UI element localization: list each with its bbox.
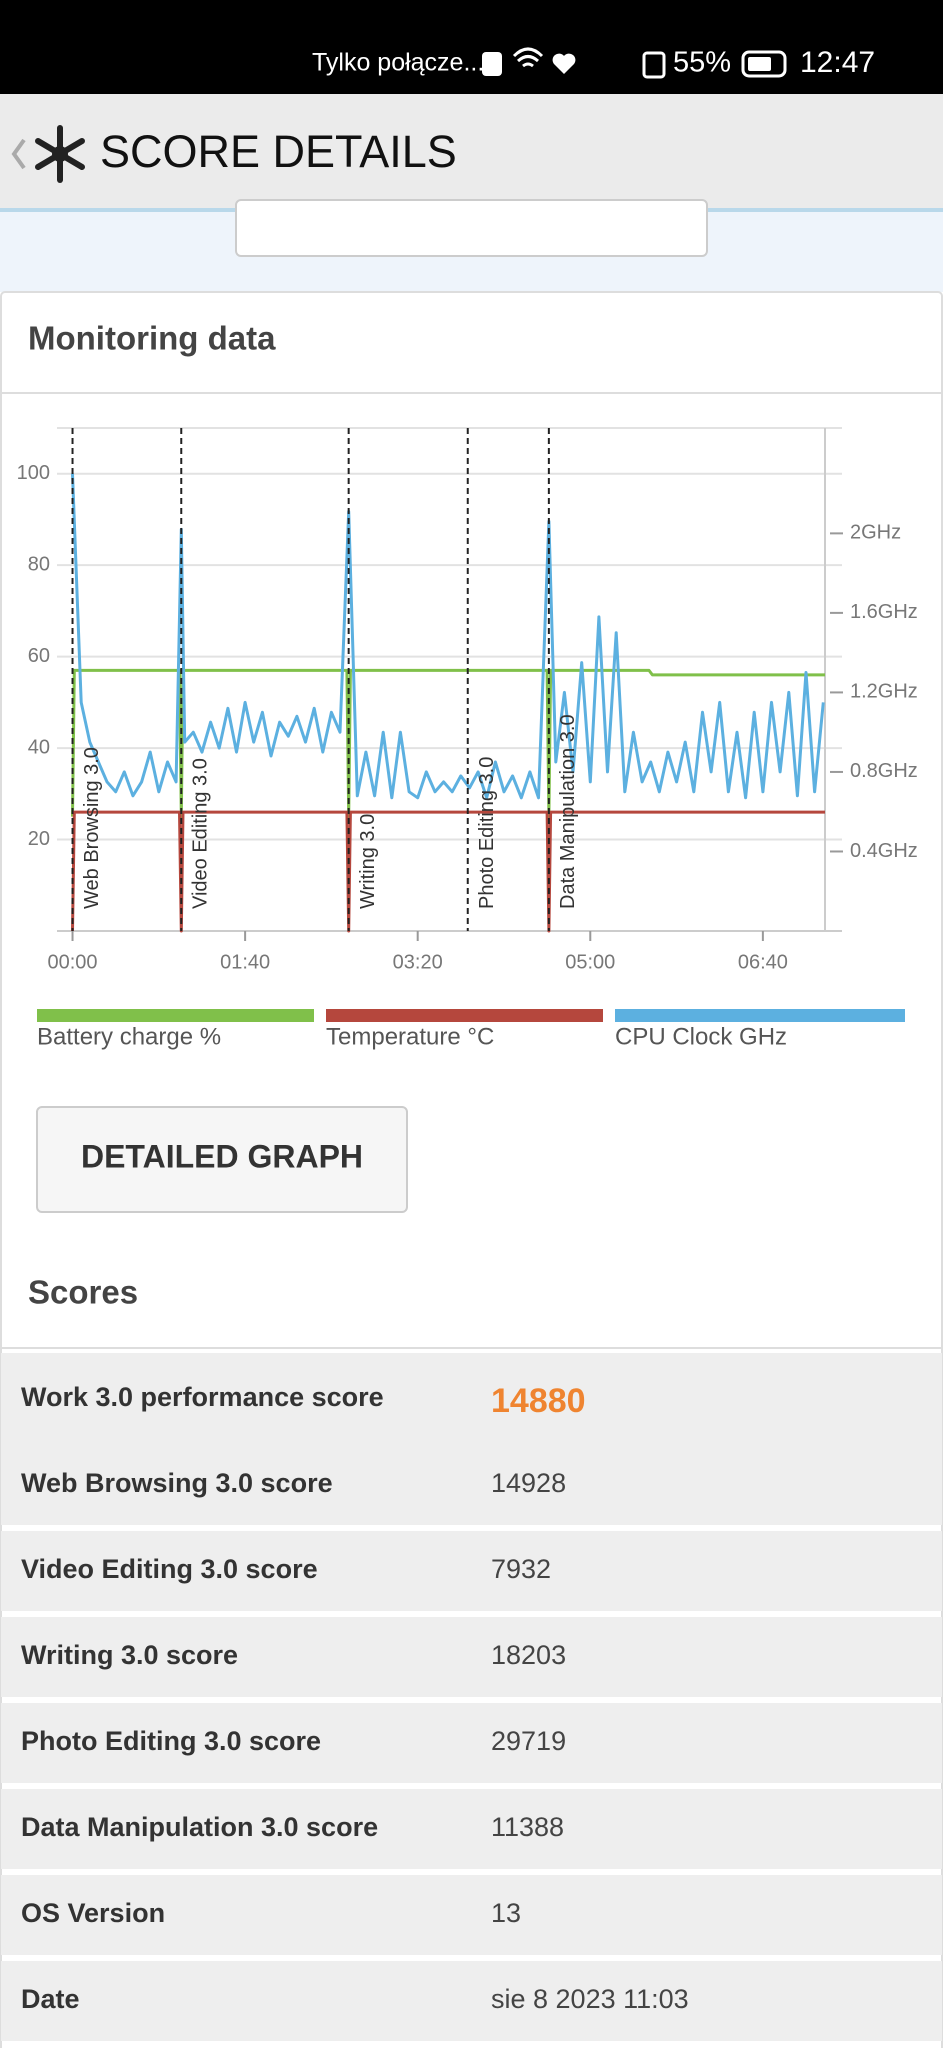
score-value: 18203 bbox=[491, 1640, 566, 1670]
series-line bbox=[71, 473, 825, 800]
health-icon bbox=[552, 53, 576, 74]
score-label: Data Manipulation 3.0 score bbox=[21, 1812, 378, 1842]
y2-tick-label: 1.2GHz bbox=[850, 681, 918, 703]
y-tick-label: 100 bbox=[17, 462, 50, 484]
page-title: SCORE DETAILS bbox=[100, 126, 457, 177]
battery-level bbox=[748, 57, 771, 71]
x-tick-label: 03:20 bbox=[393, 951, 443, 973]
y-tick-label: 20 bbox=[28, 828, 50, 850]
legend-label: CPU Clock GHz bbox=[615, 1023, 787, 1050]
score-value: 7932 bbox=[491, 1554, 551, 1584]
score-row bbox=[1, 1961, 942, 2041]
chart: 20 40 60 80 100 0.4GHz 0.8GHz 1.2GHz 1.6GHz 2GHz 0… bbox=[17, 427, 918, 1050]
legend-swatch bbox=[326, 1009, 603, 1022]
score-row bbox=[1, 1445, 942, 1525]
x-tick-label: 00:00 bbox=[48, 951, 98, 973]
back-button[interactable] bbox=[11, 138, 26, 170]
snowflake-core bbox=[52, 146, 68, 162]
x-tick-label: 05:00 bbox=[565, 951, 615, 973]
score-value: 14928 bbox=[491, 1468, 566, 1498]
section-title: Monitoring data bbox=[28, 320, 276, 357]
x-tick-label: 01:40 bbox=[220, 951, 270, 973]
scores-title: Scores bbox=[28, 1274, 138, 1311]
wifi-icon bbox=[512, 47, 544, 68]
status-bar bbox=[0, 0, 943, 94]
score-row bbox=[1, 1703, 942, 1783]
score-row bbox=[1, 1875, 942, 1955]
y-tick-label: 60 bbox=[28, 645, 50, 667]
battery-icon bbox=[741, 50, 787, 78]
x-tick-label: 06:40 bbox=[738, 951, 788, 973]
y2-tick-label: 2GHz bbox=[850, 522, 901, 544]
y2-tick-label: 0.4GHz bbox=[850, 840, 918, 862]
score-row bbox=[1, 1353, 942, 1445]
score-label: Writing 3.0 score bbox=[21, 1640, 238, 1670]
score-value: 11388 bbox=[491, 1812, 564, 1842]
score-row bbox=[1, 1617, 942, 1697]
score-value: 13 bbox=[491, 1898, 521, 1928]
score-label: Work 3.0 performance score bbox=[21, 1382, 384, 1412]
test-label: Video Editing 3.0 bbox=[190, 758, 212, 909]
y2-tick-label: 0.8GHz bbox=[850, 760, 918, 782]
y-tick-label: 40 bbox=[28, 736, 50, 758]
score-label: Photo Editing 3.0 score bbox=[21, 1726, 321, 1756]
nfc-icon bbox=[642, 51, 666, 79]
test-label: Photo Editing 3.0 bbox=[476, 757, 498, 909]
score-label: Date bbox=[21, 1984, 80, 2014]
clock: 12:47 bbox=[800, 46, 875, 79]
previous-card bbox=[235, 199, 708, 257]
test-label: Data Manipulation 3.0 bbox=[557, 714, 579, 909]
score-value: 29719 bbox=[491, 1726, 566, 1756]
button-label[interactable]: DETAILED GRAPH bbox=[81, 1138, 363, 1174]
y2-tick-label: 1.6GHz bbox=[850, 601, 918, 623]
legend-label: Temperature °C bbox=[326, 1023, 494, 1050]
score-row bbox=[1, 1531, 942, 1611]
score-value: sie 8 2023 11:03 bbox=[491, 1984, 689, 2014]
alert-icon bbox=[482, 52, 502, 76]
score-label: OS Version bbox=[21, 1898, 165, 1928]
legend-swatch bbox=[37, 1009, 314, 1022]
test-label: Writing 3.0 bbox=[357, 814, 379, 909]
score-row bbox=[1, 1789, 942, 1869]
test-label: Web Browsing 3.0 bbox=[81, 747, 103, 909]
score-label: Video Editing 3.0 score bbox=[21, 1554, 318, 1584]
carrier: Tylko połącze... bbox=[312, 49, 484, 77]
score-label: Web Browsing 3.0 score bbox=[21, 1468, 333, 1498]
app-bar bbox=[0, 94, 943, 210]
legend-swatch bbox=[615, 1009, 905, 1022]
legend-label: Battery charge % bbox=[37, 1023, 221, 1050]
detailed-graph-button[interactable] bbox=[36, 1106, 408, 1213]
scores-table: Work 3.0 performance score 14880 Web Brows… bbox=[1, 1353, 942, 2041]
battery-percent: 55% bbox=[673, 47, 731, 79]
score-value: 14880 bbox=[491, 1382, 586, 1420]
y-tick-label: 80 bbox=[28, 553, 50, 575]
